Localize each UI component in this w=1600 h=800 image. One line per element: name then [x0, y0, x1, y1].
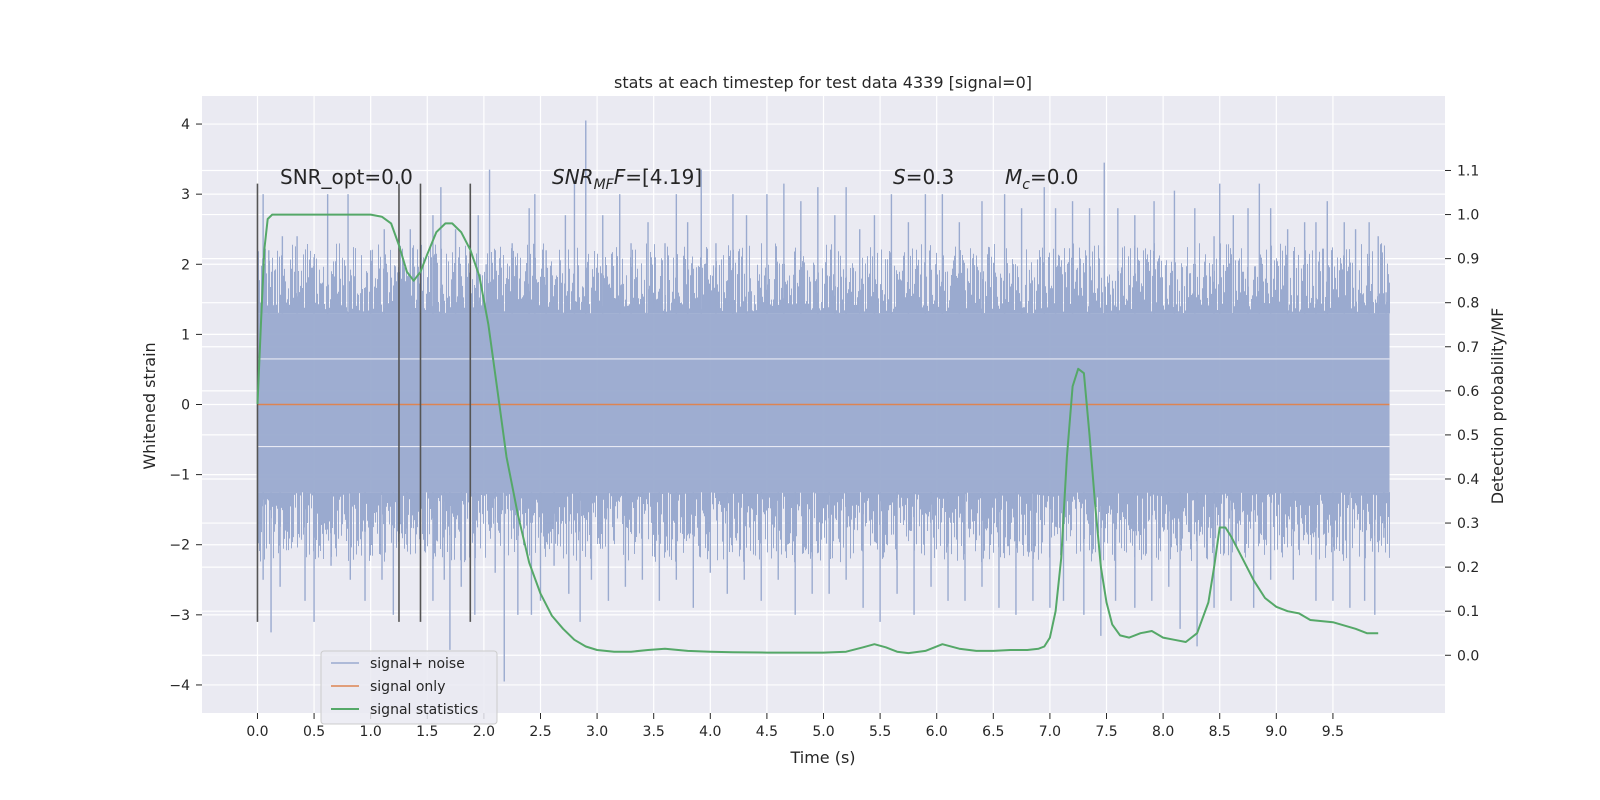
legend-label-signal-noise: signal+ noise	[370, 656, 465, 672]
annotation-mc: Mc=0.0	[1005, 165, 1079, 193]
y2-tick-label-2: 0.9	[1457, 252, 1479, 268]
x-tick-label-16: 8.0	[1152, 724, 1174, 740]
y-tick-label-3: 1	[181, 327, 190, 343]
annotation-s-value: =0.3	[906, 165, 955, 189]
x-tick-label-3: 1.5	[416, 724, 438, 740]
annotation-s: S=0.3	[893, 165, 954, 189]
y2-tick-label-9: 0.2	[1457, 560, 1479, 576]
y-tick-label-0: 4	[181, 117, 190, 133]
annotation-snr-mf-sub: MF	[594, 177, 615, 193]
y-tick-label-1: 3	[181, 187, 190, 203]
y2-tick-label-11: 0.0	[1457, 648, 1479, 664]
x-tick-label-6: 3.0	[586, 724, 608, 740]
y-tick-label-5: −1	[169, 468, 190, 484]
annotation-snr-opt: SNR_opt=0.0	[280, 165, 413, 189]
x-tick-label-9: 4.5	[756, 724, 778, 740]
legend-box	[320, 650, 498, 725]
y-tick-labels: 4 3 2 1 0 −1 −2 −3 −4	[169, 117, 202, 694]
y2-tick-label-1: 1.0	[1457, 208, 1479, 224]
annotation-snr-mf-base: SNR	[552, 165, 594, 189]
x-tick-label-7: 3.5	[643, 724, 665, 740]
x-tick-label-4: 2.0	[473, 724, 495, 740]
series-signal-statistics	[256, 213, 1379, 655]
y2-tick-label-6: 0.5	[1457, 428, 1479, 444]
y-tick-label-8: −4	[169, 678, 190, 694]
y-tick-label-4: 0	[181, 398, 190, 414]
x-tick-label-11: 5.5	[869, 724, 891, 740]
y2-tick-label-3: 0.8	[1457, 296, 1479, 312]
y2-tick-label-4: 0.7	[1457, 340, 1479, 356]
x-tick-label-13: 6.5	[982, 724, 1004, 740]
series-signal-noise	[257, 120, 1390, 682]
annotation-mc-sub: c	[1022, 177, 1030, 193]
y-tick-label-6: −2	[169, 538, 190, 554]
x-tick-label-19: 9.5	[1322, 724, 1344, 740]
x-tick-label-5: 2.5	[529, 724, 551, 740]
annotation-snr-mf: SNRMFF=[4.19]	[552, 165, 702, 193]
signal-statistics-line	[256, 213, 1379, 655]
x-tick-label-17: 8.5	[1209, 724, 1231, 740]
x-tick-labels: 0.0 0.5 1.0 1.5 2.0 2.5 3.0 3.5 4.0 4.5 5.0 5.5 6.0 6…	[246, 713, 1344, 740]
annotation-s-base: S	[893, 165, 906, 189]
y-tick-label-2: 2	[181, 257, 190, 273]
y2-tick-label-8: 0.3	[1457, 516, 1479, 532]
annotation-mc-value: =0.0	[1030, 165, 1079, 189]
legend-label-signal-only: signal only	[370, 679, 445, 695]
y2-tick-label-5: 0.6	[1457, 384, 1479, 400]
annotation-snr-mf-f: F	[614, 165, 626, 189]
legend: signal+ noise signal only signal statist…	[320, 650, 498, 725]
x-tick-label-18: 9.0	[1265, 724, 1287, 740]
x-tick-label-0: 0.0	[246, 724, 268, 740]
x-tick-label-10: 5.0	[812, 724, 834, 740]
y2-axis-label: Detection probability/MF	[1488, 308, 1507, 505]
y2-tick-label-7: 0.4	[1457, 472, 1479, 488]
annotation-snr-mf-value: =[4.19]	[625, 165, 702, 189]
noise-band	[257, 313, 1390, 493]
y-axis-label: Whitened strain	[140, 342, 159, 469]
annotation-mc-base: M	[1005, 165, 1022, 189]
chart-title: stats at each timestep for test data 433…	[614, 73, 1032, 92]
y2-tick-labels: 1.1 1.0 0.9 0.8 0.7 0.6 0.5 0.4 0.3 0.2 0.1 0.0	[1445, 163, 1479, 664]
x-tick-label-1: 0.5	[303, 724, 325, 740]
x-tick-label-12: 6.0	[926, 724, 948, 740]
legend-label-signal-statistics: signal statistics	[370, 702, 478, 718]
x-tick-label-15: 7.5	[1095, 724, 1117, 740]
x-tick-label-2: 1.0	[360, 724, 382, 740]
x-tick-label-8: 4.0	[699, 724, 721, 740]
x-axis-label: Time (s)	[789, 748, 855, 767]
x-tick-label-14: 7.0	[1039, 724, 1061, 740]
y2-tick-label-0: 1.1	[1457, 163, 1479, 179]
y-tick-label-7: −3	[169, 608, 190, 624]
y2-tick-label-10: 0.1	[1457, 604, 1479, 620]
